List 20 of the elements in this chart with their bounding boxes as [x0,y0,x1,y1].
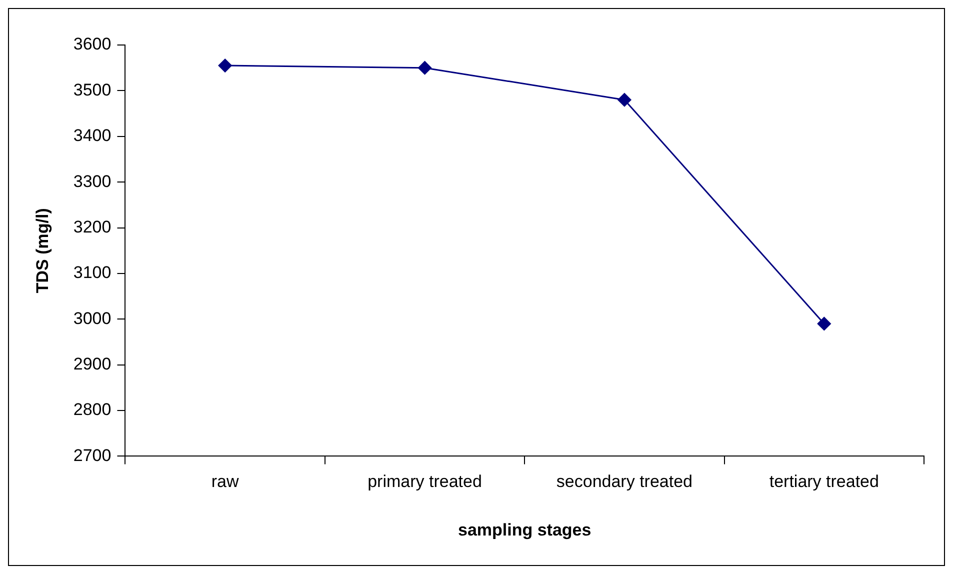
y-tick-label: 2900 [73,354,112,374]
x-tick-label: secondary treated [556,472,693,492]
y-tick-label: 3600 [73,34,112,54]
x-axis-title: sampling stages [458,520,592,540]
y-tick-label: 3500 [73,80,112,100]
y-tick-label: 3300 [73,172,112,191]
y-tick-label: 3400 [73,126,112,146]
y-tick-label: 3200 [73,217,112,236]
y-tick-label: 2700 [73,446,112,465]
y-tick-label: 3000 [73,308,112,328]
x-tick-label: primary treated [368,472,482,492]
point [817,316,831,330]
point [218,58,232,72]
y-tick-label: 3100 [73,263,112,282]
x-tick-label: raw [211,472,240,492]
y-axis-title: TDS (mg/l) [32,208,52,294]
point [418,61,432,75]
x-tick-label: tertiary treated [769,472,879,492]
y-tick-label: 2800 [73,400,112,420]
point [618,93,632,107]
